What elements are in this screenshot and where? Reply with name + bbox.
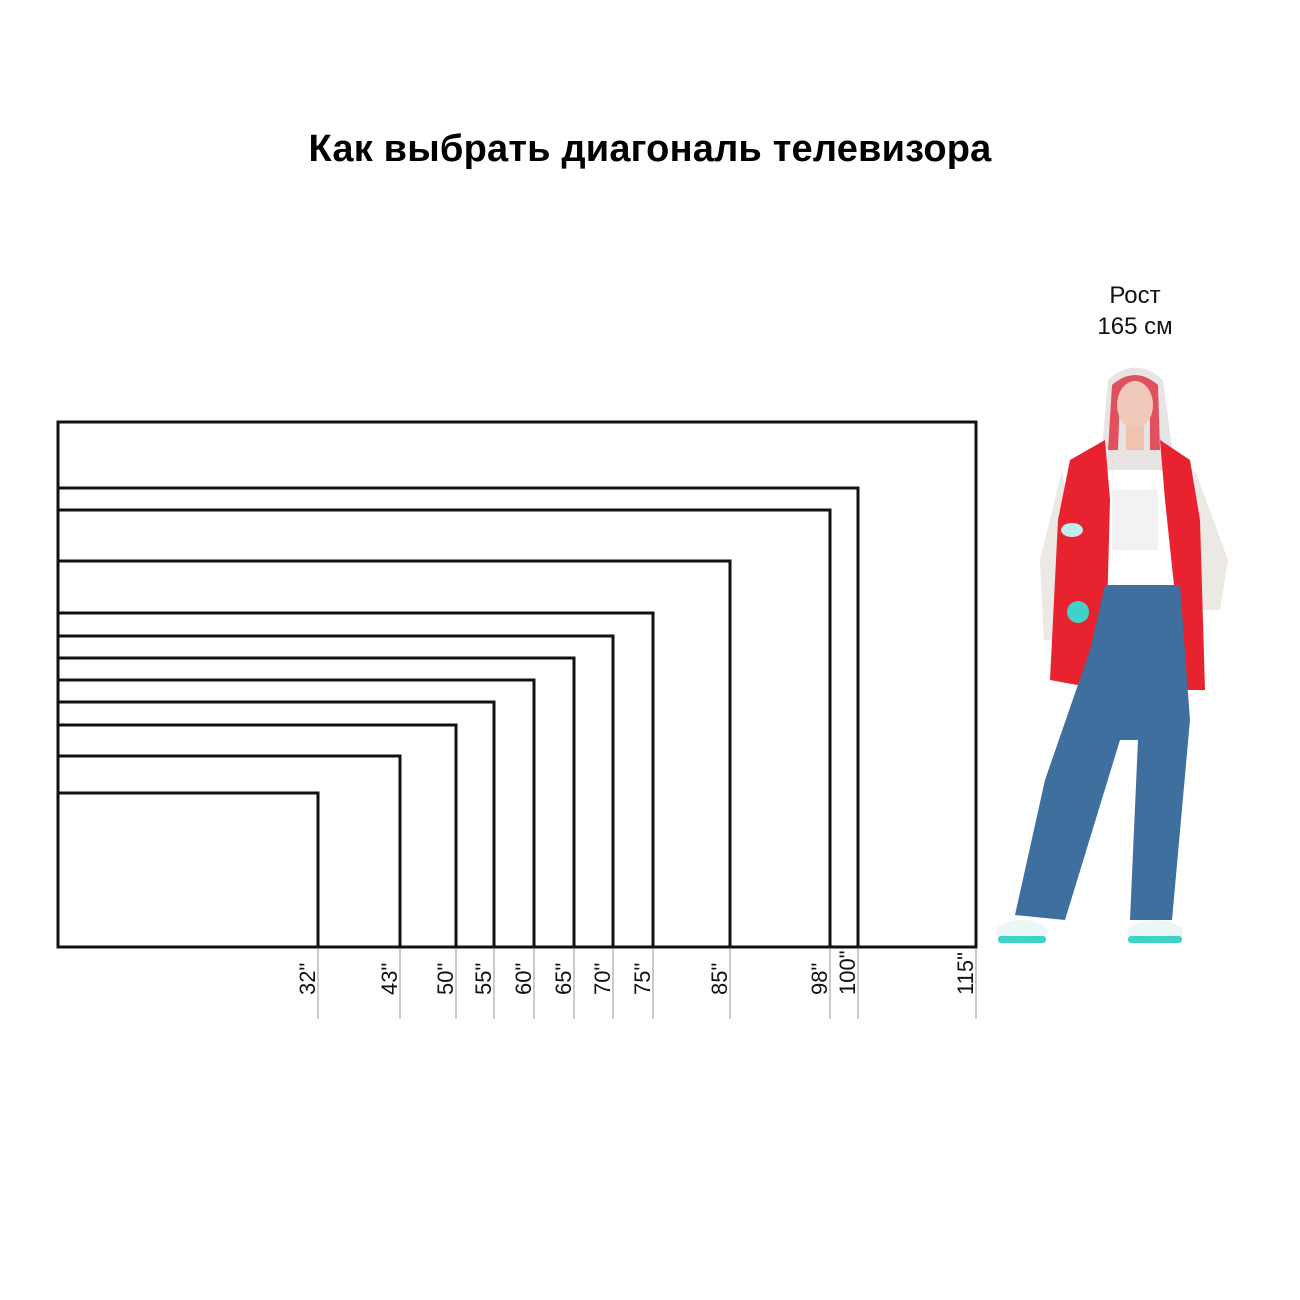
patch-star <box>1067 601 1089 623</box>
tv-outlines <box>56 420 978 949</box>
tv-outline-98 <box>56 508 832 949</box>
person-figure <box>996 367 1228 944</box>
height-label-line2: 165 см <box>1097 313 1173 340</box>
tv-outline-100 <box>56 486 860 949</box>
tv-outline-50 <box>56 723 458 949</box>
diagonal-label-70: 70" <box>590 963 615 995</box>
diagonal-label-50: 50" <box>433 963 458 995</box>
tv-outline-43 <box>56 754 402 949</box>
patch-cloud <box>1061 523 1083 537</box>
page-title: Как выбрать диагональ телевизора <box>308 128 992 170</box>
diagonal-label-65: 65" <box>551 963 576 995</box>
tv-outline-32 <box>56 791 320 949</box>
diagonal-label-60: 60" <box>511 963 536 995</box>
right-shoe-sole <box>1128 936 1182 943</box>
top <box>1112 490 1158 550</box>
diagonal-label-43: 43" <box>377 963 402 995</box>
tv-outline-85 <box>56 559 732 949</box>
diagonal-label-100: 100" <box>835 950 860 995</box>
jeans <box>1015 585 1190 920</box>
face <box>1117 381 1153 429</box>
diagonal-label-55: 55" <box>471 963 496 995</box>
tv-outline-55 <box>56 700 496 949</box>
left-shoe-sole <box>998 936 1046 943</box>
diagonal-label-115: 115" <box>953 952 978 995</box>
tv-outline-115 <box>56 420 978 949</box>
diagonal-label-98: 98" <box>807 963 832 995</box>
diagonal-label-85: 85" <box>707 963 732 995</box>
tv-outline-60 <box>56 678 536 949</box>
tv-outline-75 <box>56 611 655 949</box>
jacket-right <box>1160 440 1205 690</box>
height-label-line1: Рост <box>1109 282 1161 309</box>
person-height-label: Рост 165 см <box>1060 280 1210 342</box>
diagonal-label-75: 75" <box>630 963 655 995</box>
diagonal-labels: 115" 100"98" 85" 75" 70" 65" 60" 55" 50" 43" 32" <box>295 949 978 1019</box>
neck <box>1126 425 1144 450</box>
jacket-left <box>1050 440 1110 690</box>
diagonal-label-32: 32" <box>295 963 320 995</box>
